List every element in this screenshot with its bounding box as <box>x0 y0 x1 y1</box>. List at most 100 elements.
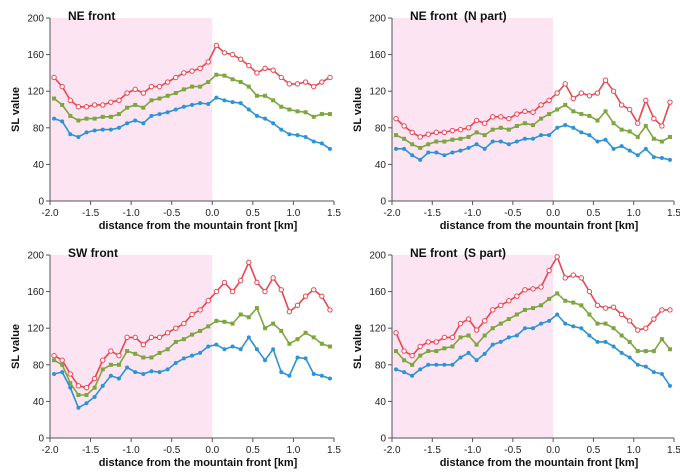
data-point-blue <box>547 133 552 138</box>
data-point-green <box>539 303 544 308</box>
data-point-green <box>303 110 308 115</box>
data-point-blue <box>319 141 324 146</box>
data-point-green <box>254 93 259 98</box>
x-tick-label: 0.5 <box>586 445 600 456</box>
data-point-red <box>91 102 98 108</box>
data-point-blue <box>627 355 632 360</box>
y-tick-label: 160 <box>369 50 386 61</box>
data-point-blue <box>482 351 487 356</box>
x-tick-label: 1.5 <box>327 445 341 456</box>
data-point-blue <box>426 362 431 367</box>
data-point-blue <box>539 133 544 138</box>
data-point-green <box>659 139 664 144</box>
data-point-red <box>481 318 488 324</box>
data-point-green <box>190 332 194 337</box>
data-point-blue <box>230 344 235 349</box>
x-tick-label: -1.0 <box>464 208 482 219</box>
data-point-red <box>156 83 163 90</box>
data-point-blue <box>206 102 211 107</box>
data-point-red <box>124 334 130 341</box>
data-point-blue <box>458 148 463 153</box>
data-point-green <box>303 330 308 335</box>
panel-title: SW front <box>68 246 118 260</box>
data-point-green <box>181 87 186 92</box>
data-point-green <box>458 335 463 340</box>
data-point-red <box>205 298 211 304</box>
data-point-green <box>295 109 300 114</box>
data-point-green <box>271 321 276 326</box>
data-point-blue <box>531 136 535 141</box>
data-point-blue <box>410 153 415 158</box>
data-point-green <box>198 328 203 333</box>
y-tick-label: 40 <box>33 397 45 408</box>
data-point-red <box>514 111 520 117</box>
data-point-red <box>449 334 456 341</box>
data-point-green <box>246 84 251 89</box>
data-point-blue <box>539 321 544 326</box>
data-point-green <box>311 335 316 340</box>
data-point-blue <box>474 142 479 147</box>
y-tick-label: 120 <box>369 324 386 335</box>
data-point-green <box>125 349 130 354</box>
data-point-red <box>530 286 536 292</box>
data-point-green <box>522 307 527 312</box>
y-tick-label: 0 <box>380 197 386 208</box>
data-point-red <box>311 287 317 293</box>
data-point-green <box>76 118 81 123</box>
data-point-red <box>578 275 585 281</box>
data-point-red <box>67 371 73 377</box>
data-point-blue <box>173 107 178 112</box>
data-point-red <box>173 74 179 81</box>
data-point-blue <box>319 373 324 378</box>
data-point-blue <box>506 142 511 147</box>
data-point-blue <box>271 347 276 352</box>
data-point-red <box>173 325 179 331</box>
data-point-blue <box>426 150 431 155</box>
data-point-blue <box>327 376 332 381</box>
data-point-green <box>279 328 284 333</box>
data-point-blue <box>394 146 399 151</box>
data-point-blue <box>458 355 463 360</box>
data-point-blue <box>141 371 146 376</box>
data-point-blue <box>402 370 407 375</box>
data-point-green <box>547 296 552 301</box>
data-point-red <box>538 102 544 108</box>
data-point-red <box>286 81 293 87</box>
data-point-green <box>92 385 97 390</box>
data-point-green <box>418 353 423 358</box>
data-point-red <box>100 357 106 363</box>
data-point-green <box>418 145 423 150</box>
data-point-blue <box>198 350 203 355</box>
data-point-green <box>595 118 600 123</box>
data-point-red <box>409 352 415 359</box>
data-point-blue <box>116 376 121 381</box>
data-point-red <box>473 327 480 333</box>
data-point-red <box>51 74 57 81</box>
data-point-green <box>571 109 576 114</box>
data-point-green <box>402 136 407 141</box>
data-point-green <box>434 139 439 144</box>
data-point-red <box>294 81 301 87</box>
data-point-red <box>132 86 138 93</box>
data-point-green <box>230 321 235 326</box>
data-point-red <box>132 334 138 341</box>
data-point-blue <box>442 153 447 158</box>
data-point-red <box>286 309 293 315</box>
data-point-blue <box>303 134 308 139</box>
data-point-red <box>659 307 665 313</box>
data-point-red <box>327 74 333 81</box>
data-point-blue <box>246 107 251 112</box>
data-point-blue <box>474 358 479 363</box>
x-tick-label: 1.0 <box>627 208 641 219</box>
data-point-red <box>586 93 593 99</box>
data-point-green <box>206 80 211 85</box>
data-point-green <box>157 350 162 355</box>
data-point-red <box>237 56 244 62</box>
data-point-red <box>554 90 560 96</box>
y-tick-label: 200 <box>369 251 386 262</box>
data-point-green <box>222 319 227 324</box>
data-point-green <box>619 333 624 338</box>
x-tick-label: 0.5 <box>246 208 260 219</box>
data-point-green <box>474 130 479 135</box>
